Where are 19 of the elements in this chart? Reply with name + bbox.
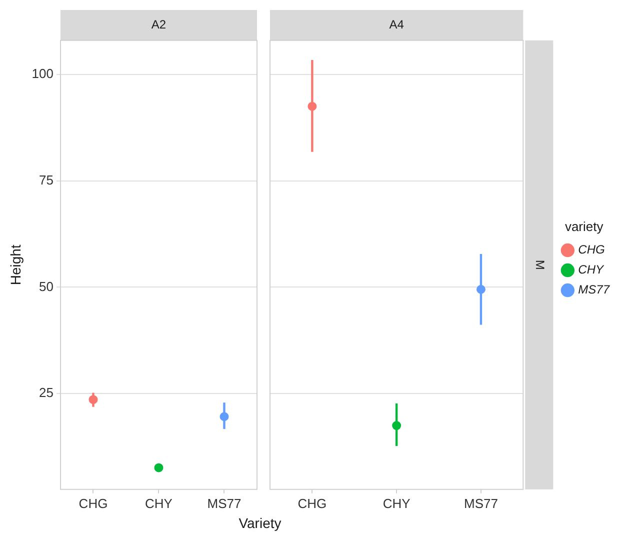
legend-title: variety xyxy=(564,218,604,234)
chart-title: A4 xyxy=(389,18,404,32)
y-tick-label: 25 xyxy=(39,385,54,400)
y-tick-label: 75 xyxy=(39,172,54,188)
x-tick-label: CHG xyxy=(78,496,108,511)
y-axis-title: Height xyxy=(7,244,24,286)
y-tick-label: 100 xyxy=(32,66,54,82)
x-axis-title: Variety xyxy=(238,515,282,531)
legend-label: MS77 xyxy=(578,282,611,297)
x-tick-label: CHY xyxy=(382,496,411,511)
text: M xyxy=(532,260,547,270)
y-tick-label: 50 xyxy=(39,278,54,294)
legend-label: CHG xyxy=(578,242,605,257)
chart-title: A2 xyxy=(151,18,166,32)
x-tick-label: CHY xyxy=(145,496,173,511)
x-tick-label: CHG xyxy=(298,496,327,511)
x-tick-label: MS77 xyxy=(207,496,242,511)
legend-label: CHY xyxy=(578,262,604,277)
x-tick-label: MS77 xyxy=(464,496,498,511)
